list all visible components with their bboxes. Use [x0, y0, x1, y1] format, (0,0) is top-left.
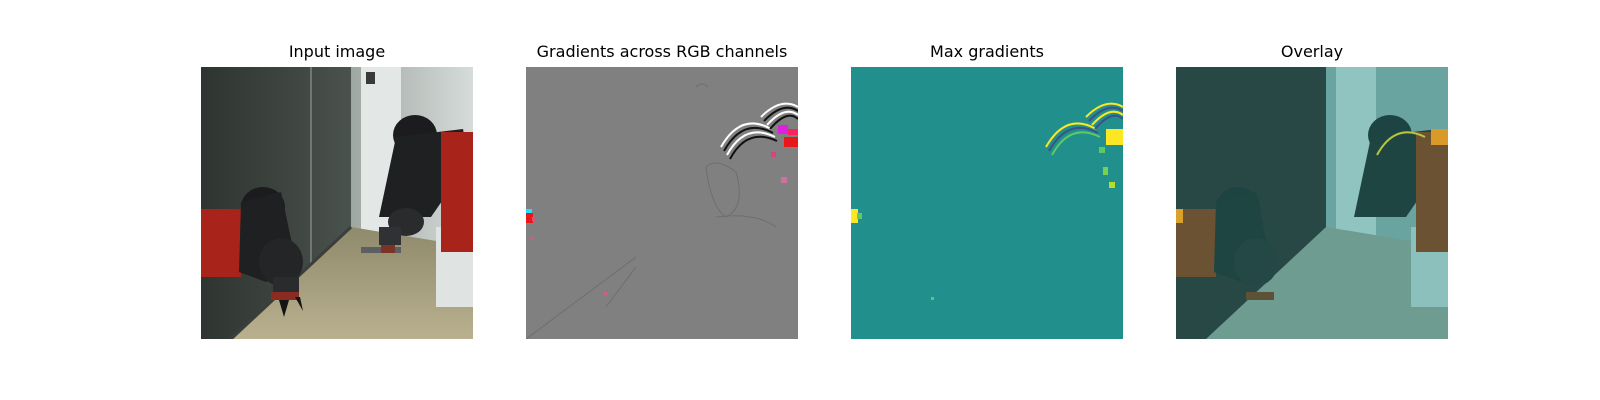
rgb-gradient-map [526, 67, 798, 339]
robot-arm-photo [201, 67, 473, 339]
panel-title: Input image [288, 42, 386, 61]
panel-input-image: Input image [201, 0, 473, 400]
panel-title: Max gradients [930, 42, 1044, 61]
panel-overlay: Overlay [1176, 0, 1448, 400]
panel-max-gradients: Max gradients [851, 0, 1123, 400]
max-gradient-heatmap [851, 67, 1123, 339]
panel-title: Gradients across RGB channels [536, 42, 788, 61]
panel-title: Overlay [1280, 42, 1344, 61]
panel-rgb-gradients: Gradients across RGB channels [526, 0, 798, 400]
heatmap-overlay-photo [1176, 67, 1448, 339]
